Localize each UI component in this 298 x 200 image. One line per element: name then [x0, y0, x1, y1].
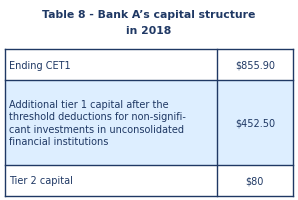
Text: in 2018: in 2018 [126, 26, 172, 36]
Bar [5, 165, 293, 196]
Text: Additional tier 1 capital after the
threshold deductions for non-signifi-
cant i: Additional tier 1 capital after the thre… [9, 99, 186, 146]
Bar [5, 81, 293, 165]
Text: Ending CET1: Ending CET1 [9, 60, 71, 70]
Bar [5, 50, 293, 81]
Text: $855.90: $855.90 [235, 60, 275, 70]
Text: Tier 2 capital: Tier 2 capital [9, 175, 73, 185]
Text: $452.50: $452.50 [235, 118, 275, 128]
Text: Table 8 - Bank A’s capital structure: Table 8 - Bank A’s capital structure [42, 10, 256, 20]
Text: $80: $80 [246, 175, 264, 185]
